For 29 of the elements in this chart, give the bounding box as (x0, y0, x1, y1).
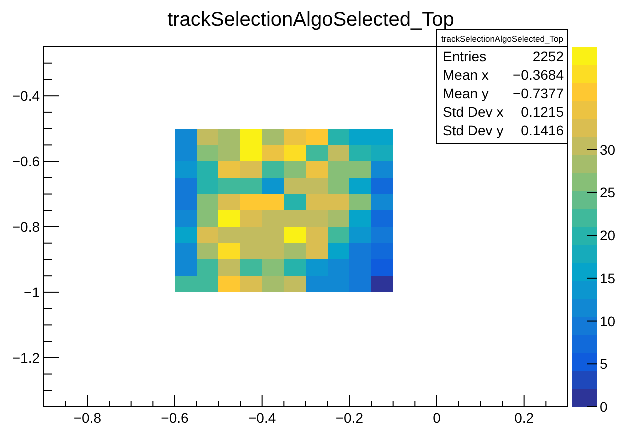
color-bar-label: 10 (600, 313, 616, 330)
color-bar-label: 30 (600, 142, 616, 158)
annotation: Entries (443, 48, 487, 64)
annotation: 2252 (532, 48, 564, 64)
chart-title: trackSelectionAlgoSelected_Top (168, 9, 454, 31)
y-tick-label: −1 (24, 284, 40, 300)
x-tick-label: −0.4 (248, 410, 276, 423)
x-tick-label: −0.6 (161, 410, 190, 423)
annotation: Mean y (443, 86, 489, 102)
annotation: −0.3684 (513, 67, 564, 83)
y-tick-label: −0.6 (12, 154, 40, 170)
text: trackSelectionAlgoSelected_Top (442, 34, 564, 44)
annotation: −0.7377 (513, 86, 564, 102)
x-tick-label: 0.2 (514, 410, 534, 423)
color-bar-label: 5 (600, 356, 608, 372)
color-bar-label: 15 (600, 270, 616, 286)
y-tick-label: −0.4 (12, 88, 40, 104)
y-tick-label: −0.8 (12, 219, 40, 235)
x-tick-label: 0 (433, 410, 442, 423)
annotation: Std Dev y (443, 122, 504, 138)
annotation: 0.1416 (521, 122, 564, 138)
annotation: 0.1215 (521, 104, 564, 120)
color-bar-label: 20 (600, 228, 616, 244)
color-bar-label: 25 (600, 184, 616, 201)
y-tick-label: −1.2 (12, 350, 40, 366)
annotation: Mean x (443, 67, 489, 83)
annotation: Std Dev x (443, 104, 504, 120)
x-tick-label: −0.2 (336, 410, 364, 423)
x-tick-label: −0.8 (74, 410, 102, 423)
